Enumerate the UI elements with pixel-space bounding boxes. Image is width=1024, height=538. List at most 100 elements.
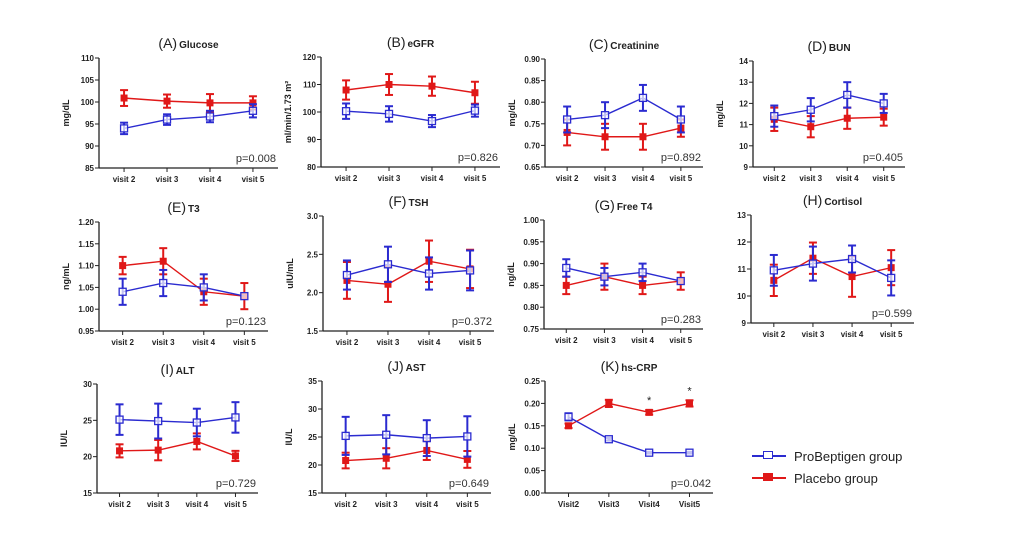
y-tick-label: 10 <box>737 292 746 301</box>
data-point-probeptigen <box>427 116 437 126</box>
x-tick-label: visit 2 <box>336 338 359 347</box>
data-point-placebo <box>119 262 127 270</box>
x-tick-label: visit 3 <box>152 338 175 347</box>
data-point-placebo <box>193 437 201 445</box>
x-tick-label: visit 5 <box>242 175 265 184</box>
data-point-probeptigen <box>676 115 686 124</box>
data-point-probeptigen <box>248 106 258 115</box>
data-point-placebo <box>159 257 167 265</box>
panel-title: (K) hs-CRP <box>601 358 658 374</box>
x-tick-label: visit 3 <box>378 174 401 183</box>
x-tick-label: visit 4 <box>631 336 654 345</box>
panel-title: (D) BUN <box>807 38 850 54</box>
y-tick-label: 0.10 <box>524 444 540 453</box>
y-tick-label: 1.15 <box>78 240 94 249</box>
data-point-probeptigen <box>119 124 129 133</box>
y-tick-label: 11 <box>738 265 747 274</box>
y-tick-label: 14 <box>739 57 748 66</box>
data-point-probeptigen <box>808 259 818 268</box>
y-tick-label: 20 <box>308 461 317 470</box>
series-line-probeptigen <box>346 263 471 276</box>
panel-title: (A) Glucose <box>158 35 219 51</box>
x-tick-label: visit 4 <box>836 174 859 183</box>
x-tick-label: visit 2 <box>108 500 131 509</box>
panel-title: (I) ALT <box>161 361 195 377</box>
data-point-probeptigen <box>159 278 168 288</box>
data-point-probeptigen <box>424 269 434 278</box>
data-point-placebo <box>565 422 573 430</box>
data-point-placebo <box>562 281 570 289</box>
data-point-probeptigen <box>199 283 208 292</box>
panel-title: (H) Cortisol <box>803 192 862 208</box>
significance-marker: * <box>687 385 692 397</box>
y-tick-label: 10 <box>739 142 748 151</box>
data-point-placebo <box>154 446 162 454</box>
p-value: p=0.405 <box>863 152 903 164</box>
legend: ProBeptigen group Placebo group <box>752 445 902 489</box>
y-tick-label: 0.05 <box>524 467 540 476</box>
legend-item-probeptigen: ProBeptigen group <box>752 445 902 467</box>
series-line-placebo <box>567 127 682 138</box>
data-point-probeptigen <box>162 115 172 124</box>
y-tick-label: 0.20 <box>524 399 540 408</box>
series-line-placebo <box>774 116 884 128</box>
data-point-probeptigen <box>463 432 472 441</box>
x-tick-label: visit 3 <box>375 500 398 509</box>
x-tick-label: visit 5 <box>670 174 693 183</box>
series-line-placebo <box>568 402 690 427</box>
y-tick-label: 12 <box>737 238 746 247</box>
x-tick-label: visit 4 <box>192 338 215 347</box>
y-axis-label: IU/L <box>284 428 294 446</box>
y-tick-label: 1.10 <box>78 262 94 271</box>
data-point-probeptigen <box>604 435 613 444</box>
data-point-placebo <box>685 399 693 407</box>
p-value: p=0.599 <box>872 308 912 320</box>
series-line-probeptigen <box>568 416 690 454</box>
data-point-probeptigen <box>465 266 475 275</box>
x-tick-label: visit 4 <box>841 330 864 339</box>
panel-letter: (H) <box>803 192 822 208</box>
data-point-placebo <box>848 273 856 281</box>
y-tick-label: 30 <box>83 380 92 389</box>
series-line-placebo <box>346 260 471 285</box>
data-point-probeptigen <box>645 448 654 457</box>
y-tick-label: 90 <box>85 142 94 151</box>
data-point-probeptigen <box>600 272 609 281</box>
x-tick-label: visit 4 <box>415 500 438 509</box>
panel-B: (B) eGFR 80 90 100 110 120 visit 2 visit 3 visit … <box>283 34 500 183</box>
series-line-placebo <box>122 260 245 297</box>
data-point-probeptigen <box>770 111 779 121</box>
data-point-placebo <box>342 86 350 94</box>
y-tick-label: 15 <box>83 489 92 498</box>
y-tick-label: 13 <box>737 211 746 220</box>
x-tick-label: Visit5 <box>679 500 701 509</box>
y-tick-label: 110 <box>303 81 316 90</box>
series-line-placebo <box>773 257 892 281</box>
data-point-placebo <box>231 452 239 460</box>
data-point-probeptigen <box>341 431 350 441</box>
data-point-probeptigen <box>879 99 888 108</box>
y-tick-label: 0.90 <box>524 55 540 64</box>
panel-J: (J) AST 15 20 25 30 35 visit 2 visit 3 visit 4 vis… <box>284 358 491 509</box>
x-tick-label: visit 3 <box>147 500 170 509</box>
y-tick-label: 0.85 <box>524 77 540 86</box>
x-tick-label: visit 4 <box>418 338 441 347</box>
data-point-placebo <box>880 113 888 121</box>
p-value: p=0.042 <box>671 478 711 490</box>
data-point-placebo <box>463 455 471 463</box>
data-point-placebo <box>639 133 647 141</box>
panel-name: BUN <box>829 43 851 54</box>
p-value: p=0.649 <box>449 478 489 490</box>
x-tick-label: visit 2 <box>556 174 579 183</box>
series-line-probeptigen <box>566 267 681 282</box>
series-line-placebo <box>345 83 476 94</box>
x-tick-label: visit 2 <box>763 174 786 183</box>
panel-name: Glucose <box>179 40 219 51</box>
data-point-probeptigen <box>600 111 610 120</box>
y-tick-label: 0.80 <box>524 98 540 107</box>
series-line-probeptigen <box>567 97 682 121</box>
data-point-probeptigen <box>887 273 896 283</box>
data-point-placebo <box>639 281 647 289</box>
panel-title: (E) T3 <box>167 199 200 215</box>
x-tick-label: visit 3 <box>156 175 179 184</box>
